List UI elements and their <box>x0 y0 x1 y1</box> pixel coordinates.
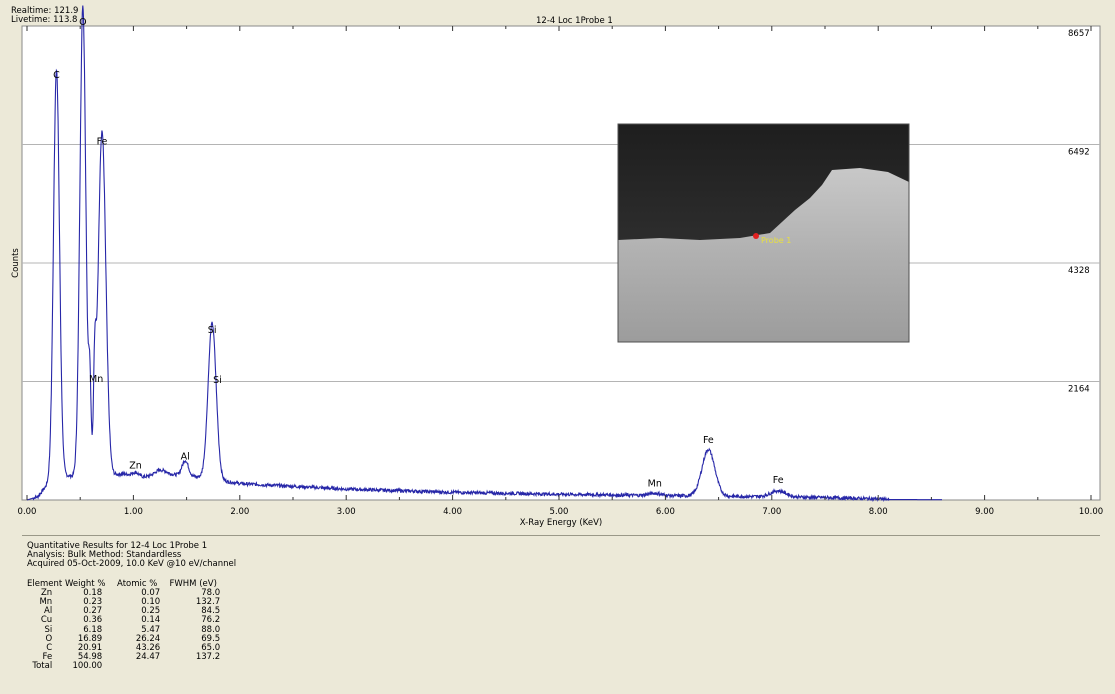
x-tick-label: 2.00 <box>230 507 249 517</box>
y-tick-label: 2164 <box>1068 385 1090 395</box>
table-row: Total 100.00 <box>27 662 220 671</box>
x-tick-label: 1.00 <box>124 507 143 517</box>
table-row: Si 6.18 5.47 88.0 <box>27 624 221 635</box>
table-row: Al 0.27 0.25 84.5 <box>27 606 221 617</box>
results-table: Element Weight % Atomic % FWHM (eV) Zn 0.18 0… <box>27 578 221 672</box>
y-axis-label: Counts <box>11 248 21 278</box>
results-title: Quantitative Results for 12-4 Loc 1Probe… <box>27 541 208 551</box>
table-cell: 76.2 <box>201 615 221 626</box>
table-cell: 0.27 <box>83 606 103 617</box>
table-cell: 20.91 <box>77 642 103 653</box>
table-cell: 132.7 <box>195 596 221 607</box>
peak-label: Mn <box>648 479 662 490</box>
table-row: Cu 0.36 0.14 76.2 <box>27 616 220 625</box>
table-cell: 0.10 <box>141 596 161 607</box>
y-tick-label: 8657 <box>1068 29 1090 39</box>
table-cell: 0.23 <box>83 596 103 607</box>
table-cell: 16.89 <box>77 633 103 644</box>
table-cell: 54.98 <box>77 652 103 663</box>
table-row: O 16.89 26.24 69.5 <box>27 633 221 644</box>
table-cell: 78.0 <box>201 587 221 598</box>
table-cell: 88.0 <box>201 624 221 635</box>
table-cell: C <box>46 642 53 653</box>
peak-label: Fe <box>703 435 714 446</box>
table-row: Mn 0.23 0.10 132.7 <box>27 596 221 607</box>
table-cell <box>166 662 220 671</box>
peak-label: Mn <box>89 374 103 385</box>
table-cell: 5.47 <box>141 624 161 635</box>
table-cell: 0.14 <box>141 615 161 626</box>
x-tick-label: 4.00 <box>443 507 462 517</box>
table-cell: O <box>45 633 53 644</box>
table-cell: Si <box>44 624 53 635</box>
table-cell: 0.25 <box>141 606 161 617</box>
peak-label: Fe <box>97 136 108 147</box>
peak-label: O <box>79 17 86 28</box>
x-tick-label: 0.00 <box>18 507 37 517</box>
y-tick-label: 4328 <box>1068 266 1090 276</box>
table-row: C 20.91 43.26 65.0 <box>27 642 221 653</box>
table-cell: Al <box>44 606 53 617</box>
chart-title: 12-4 Loc 1Probe 1 <box>536 16 613 26</box>
x-tick-label: 7.00 <box>762 507 781 517</box>
table-cell: Zn <box>40 587 53 598</box>
x-axis-label: X-Ray Energy (KeV) <box>520 518 602 528</box>
table-cell <box>108 662 166 671</box>
specimen-region <box>618 168 909 342</box>
table-cell: 84.5 <box>201 606 221 617</box>
table-cell: 24.47 <box>135 652 161 663</box>
table-cell: 100.00 <box>72 661 103 672</box>
table-cell: Cu <box>40 615 53 626</box>
peak-label: Zn <box>129 461 142 472</box>
results-column-header: FWHM (eV) <box>169 578 217 589</box>
table-cell: Fe <box>42 652 53 663</box>
table-cell: 69.5 <box>201 633 221 644</box>
peak-label: Si <box>213 375 222 386</box>
peak-label: Si <box>208 325 217 336</box>
probe-marker <box>753 233 759 239</box>
results-acquired: Acquired 05-Oct-2009, 10.0 KeV @10 eV/ch… <box>27 559 237 570</box>
x-tick-label: 9.00 <box>975 507 994 517</box>
spectrum-line <box>26 5 942 503</box>
table-cell: 0.36 <box>83 615 103 626</box>
table-cell: 65.0 <box>201 642 221 653</box>
peak-label: C <box>53 70 60 81</box>
peak-label: Al <box>181 451 190 462</box>
table-cell: 6.18 <box>83 624 103 635</box>
spectrum-chart: Probe 1 C O Fe Mn Si Si Al Zn Mn Fe Fe 0.00 1.00 2.0… <box>11 5 1103 528</box>
table-cell: 26.24 <box>135 633 161 644</box>
quantitative-results: Quantitative Results for 12-4 Loc 1Probe… <box>27 541 237 672</box>
probe-label: Probe 1 <box>761 236 791 245</box>
table-cell: Total <box>32 661 53 672</box>
x-tick-label: 5.00 <box>550 507 569 517</box>
results-analysis: Analysis: Bulk Method: Standardless <box>27 550 182 561</box>
x-tick-label: 10.00 <box>1079 507 1103 517</box>
probe-image-inset: Probe 1 <box>617 123 910 343</box>
table-cell: Mn <box>39 596 53 607</box>
table-cell: 0.18 <box>83 587 103 598</box>
table-cell: 137.2 <box>195 652 221 663</box>
section-divider <box>22 535 1100 536</box>
table-cell: 43.26 <box>135 642 161 653</box>
realtime-readout: Realtime: 121.9 <box>11 6 79 16</box>
livetime-readout: Livetime: 113.8 <box>11 15 78 25</box>
table-row: Fe 54.98 24.47 137.2 <box>27 652 221 663</box>
peak-label: Fe <box>773 475 784 486</box>
results-column-header: Element <box>27 578 63 589</box>
x-tick-label: 6.00 <box>656 507 675 517</box>
results-column-header: Atomic % <box>117 578 158 589</box>
x-tick-label: 3.00 <box>337 507 356 517</box>
y-tick-label: 6492 <box>1068 148 1090 158</box>
table-row: Zn 0.18 0.07 78.0 <box>27 587 221 598</box>
results-column-header: Weight % <box>65 578 106 589</box>
table-cell: 0.07 <box>141 587 161 598</box>
x-tick-label: 8.00 <box>869 507 888 517</box>
